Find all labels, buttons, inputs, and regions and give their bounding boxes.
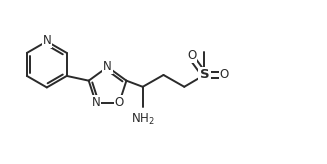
Text: N: N bbox=[43, 34, 51, 47]
Text: NH$_2$: NH$_2$ bbox=[131, 111, 155, 126]
Text: S: S bbox=[199, 68, 209, 82]
Text: N: N bbox=[92, 96, 100, 109]
Text: O: O bbox=[220, 68, 229, 82]
Text: O: O bbox=[188, 49, 197, 62]
Text: N: N bbox=[103, 61, 112, 73]
Text: O: O bbox=[114, 96, 124, 109]
